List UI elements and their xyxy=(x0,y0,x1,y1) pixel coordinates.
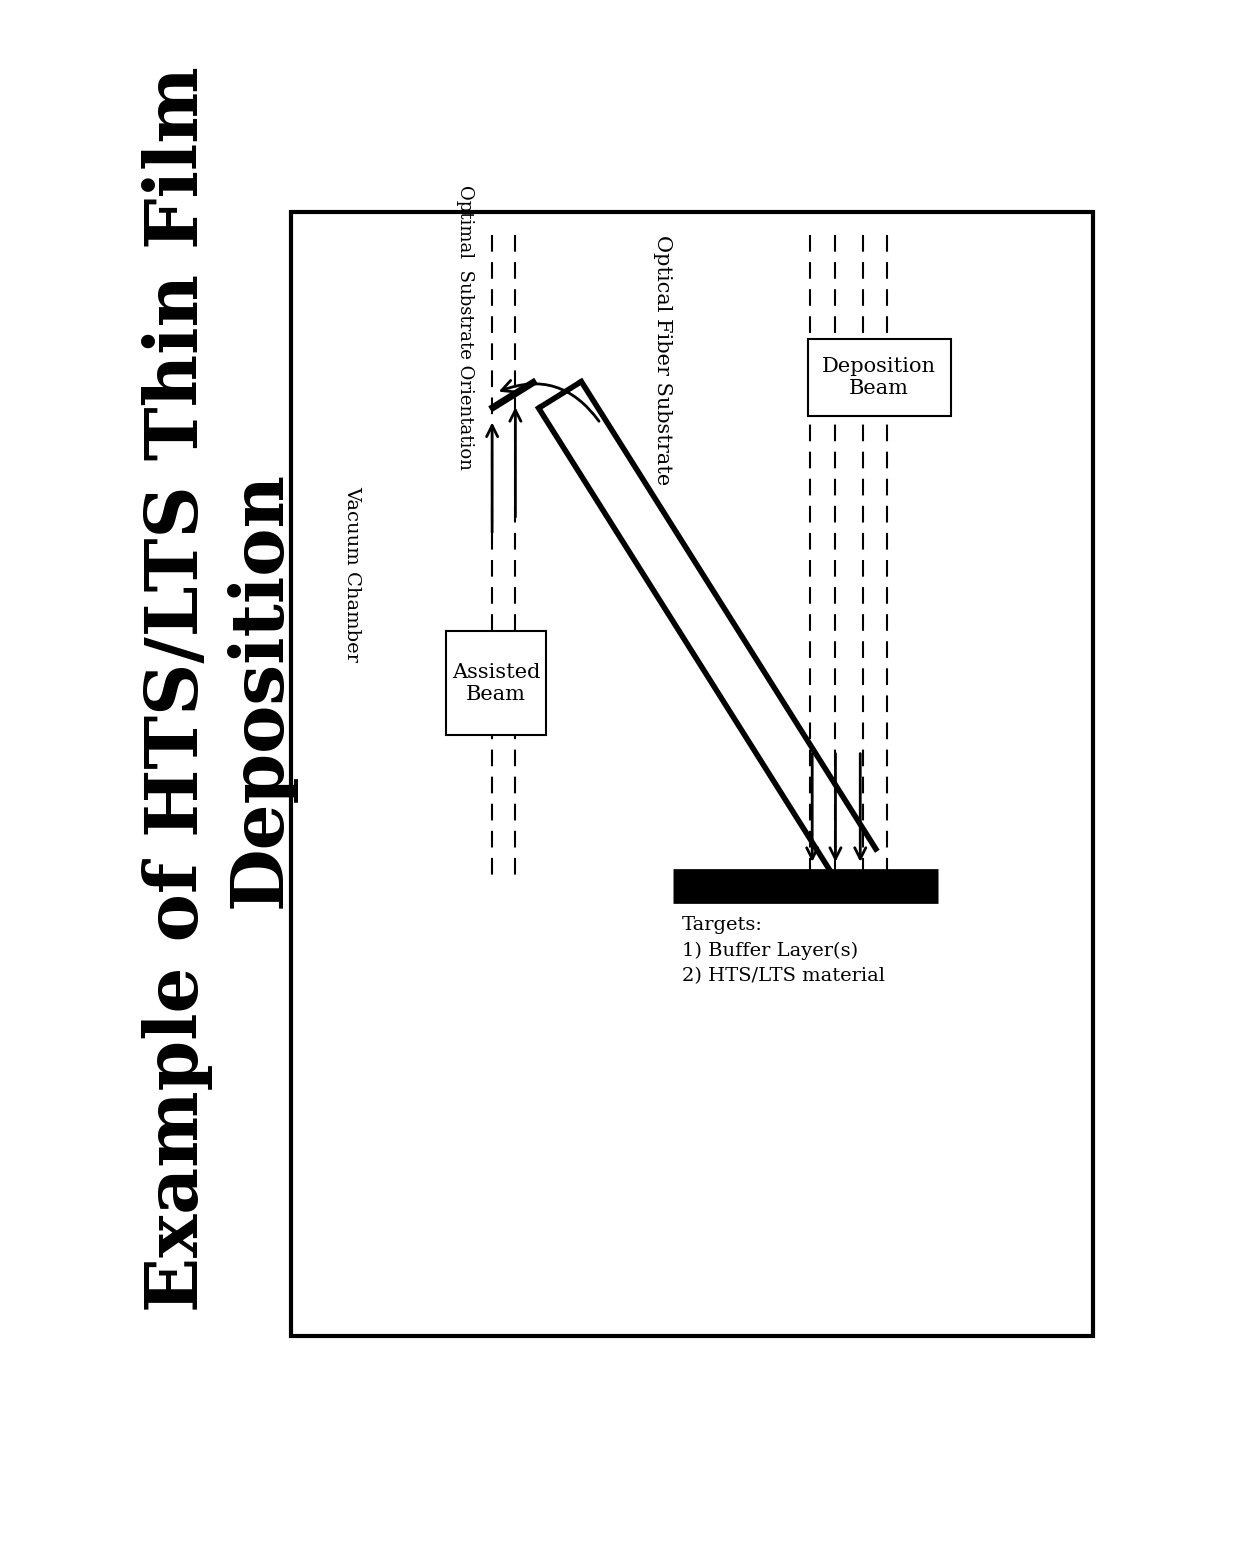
Text: Assisted
Beam: Assisted Beam xyxy=(451,663,541,704)
Text: Example of HTS/LTS Thin Film
Deposition: Example of HTS/LTS Thin Film Deposition xyxy=(141,67,295,1312)
Text: Targets:
1) Buffer Layer(s)
2) HTS/LTS material: Targets: 1) Buffer Layer(s) 2) HTS/LTS m… xyxy=(682,916,885,985)
Bar xyxy=(290,211,1092,1336)
FancyArrowPatch shape xyxy=(501,380,599,421)
Text: Optical Fiber Substrate: Optical Fiber Substrate xyxy=(653,235,672,485)
Bar xyxy=(445,632,547,736)
Bar xyxy=(807,339,951,416)
Text: Deposition
Beam: Deposition Beam xyxy=(822,357,936,398)
Text: Vacuum Chamber: Vacuum Chamber xyxy=(343,486,362,662)
Text: Optimal  Substrate Orientation: Optimal Substrate Orientation xyxy=(456,185,474,469)
